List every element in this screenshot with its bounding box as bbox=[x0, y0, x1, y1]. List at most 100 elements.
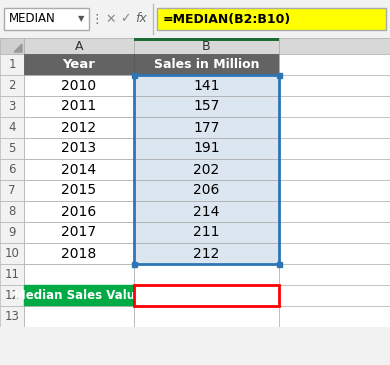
Text: 191: 191 bbox=[193, 142, 220, 155]
Bar bbox=[279, 285, 390, 306]
Bar bbox=[157, 8, 386, 30]
Text: 5: 5 bbox=[8, 142, 16, 155]
Bar bbox=[24, 96, 134, 117]
Bar bbox=[0, 285, 24, 306]
Text: =MEDIAN(B2:B10): =MEDIAN(B2:B10) bbox=[163, 12, 291, 26]
Bar bbox=[279, 201, 390, 222]
Text: 2016: 2016 bbox=[61, 204, 97, 219]
Bar bbox=[0, 264, 24, 285]
Text: 211: 211 bbox=[193, 226, 220, 239]
Bar bbox=[279, 264, 390, 285]
Bar bbox=[279, 54, 390, 75]
Bar bbox=[134, 75, 279, 96]
Bar bbox=[134, 117, 279, 138]
Text: A: A bbox=[75, 39, 83, 53]
Text: 2014: 2014 bbox=[62, 162, 97, 177]
Bar bbox=[24, 159, 134, 180]
Bar bbox=[0, 117, 24, 138]
Text: B2:B10: B2:B10 bbox=[216, 289, 269, 302]
Text: ▼: ▼ bbox=[78, 15, 84, 23]
Bar bbox=[0, 243, 24, 264]
Bar bbox=[279, 138, 390, 159]
Bar bbox=[0, 0, 390, 38]
Text: 7: 7 bbox=[8, 184, 16, 197]
Text: 2017: 2017 bbox=[62, 226, 97, 239]
Bar bbox=[279, 180, 390, 201]
Bar bbox=[134, 306, 279, 327]
Bar bbox=[4, 8, 89, 30]
Bar bbox=[134, 54, 279, 75]
Bar bbox=[0, 180, 24, 201]
Text: 2013: 2013 bbox=[62, 142, 97, 155]
Bar bbox=[24, 222, 134, 243]
Bar bbox=[0, 159, 24, 180]
Bar bbox=[24, 117, 134, 138]
Text: 8: 8 bbox=[8, 205, 16, 218]
Bar bbox=[24, 138, 134, 159]
Bar bbox=[0, 327, 390, 365]
Bar bbox=[24, 38, 134, 54]
Bar bbox=[279, 243, 390, 264]
Bar bbox=[131, 73, 136, 77]
Text: 2015: 2015 bbox=[62, 184, 97, 197]
Bar bbox=[24, 201, 134, 222]
Bar bbox=[134, 201, 279, 222]
Text: 177: 177 bbox=[193, 120, 220, 134]
Bar bbox=[134, 138, 279, 159]
Bar bbox=[279, 117, 390, 138]
Bar bbox=[24, 54, 134, 75]
Text: ✓: ✓ bbox=[120, 12, 130, 26]
Bar bbox=[134, 180, 279, 201]
Text: Year: Year bbox=[62, 58, 96, 71]
Text: 202: 202 bbox=[193, 162, 220, 177]
Bar bbox=[24, 264, 134, 285]
Bar bbox=[279, 306, 390, 327]
Bar bbox=[0, 38, 24, 54]
Text: 2018: 2018 bbox=[61, 246, 97, 261]
Bar bbox=[279, 159, 390, 180]
Bar bbox=[134, 96, 279, 117]
Text: 2012: 2012 bbox=[62, 120, 97, 134]
Text: =MEDIAN(: =MEDIAN( bbox=[139, 289, 216, 302]
Bar bbox=[0, 201, 24, 222]
Bar bbox=[0, 96, 24, 117]
Bar bbox=[279, 38, 390, 54]
Text: B: B bbox=[202, 41, 211, 54]
Text: MEDIAN: MEDIAN bbox=[9, 12, 56, 26]
Text: 157: 157 bbox=[193, 100, 220, 114]
Polygon shape bbox=[14, 44, 22, 52]
Bar bbox=[279, 75, 390, 96]
Text: ⋮: ⋮ bbox=[91, 12, 103, 26]
Text: 3: 3 bbox=[8, 100, 16, 113]
Bar bbox=[134, 38, 279, 41]
Bar bbox=[134, 38, 279, 54]
Bar bbox=[279, 222, 390, 243]
Bar bbox=[134, 75, 279, 264]
Bar bbox=[134, 159, 279, 180]
Text: 206: 206 bbox=[193, 184, 220, 197]
Text: 12: 12 bbox=[5, 289, 20, 302]
Text: 1: 1 bbox=[8, 58, 16, 71]
Bar bbox=[24, 75, 134, 96]
Text: 10: 10 bbox=[5, 247, 20, 260]
Bar bbox=[0, 138, 24, 159]
Bar bbox=[134, 264, 279, 285]
Bar bbox=[134, 243, 279, 264]
Bar bbox=[277, 73, 282, 77]
Bar bbox=[24, 285, 134, 306]
Text: Sales in Million: Sales in Million bbox=[154, 58, 259, 71]
Bar bbox=[24, 180, 134, 201]
Text: 6: 6 bbox=[8, 163, 16, 176]
Text: 2010: 2010 bbox=[62, 78, 97, 92]
Text: ✕: ✕ bbox=[106, 12, 116, 26]
Text: Median Sales Value: Median Sales Value bbox=[14, 289, 144, 302]
Text: 13: 13 bbox=[5, 310, 20, 323]
Text: 141: 141 bbox=[193, 78, 220, 92]
Bar bbox=[0, 75, 24, 96]
Text: 212: 212 bbox=[193, 246, 220, 261]
Bar bbox=[24, 306, 134, 327]
Text: 2: 2 bbox=[8, 79, 16, 92]
Bar bbox=[134, 222, 279, 243]
Text: 214: 214 bbox=[193, 204, 220, 219]
Bar bbox=[277, 261, 282, 266]
